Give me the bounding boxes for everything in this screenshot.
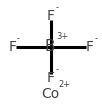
Text: -: - — [94, 34, 97, 43]
Text: F: F — [8, 40, 16, 54]
Text: Co: Co — [41, 87, 59, 101]
Text: -: - — [56, 65, 59, 74]
Text: -: - — [56, 3, 59, 12]
Text: -: - — [17, 34, 20, 43]
Text: 2+: 2+ — [58, 80, 70, 89]
Text: F: F — [47, 9, 55, 23]
Text: B: B — [45, 39, 55, 54]
Text: 3+: 3+ — [57, 32, 69, 41]
Text: F: F — [86, 40, 94, 54]
Text: F: F — [47, 71, 55, 85]
